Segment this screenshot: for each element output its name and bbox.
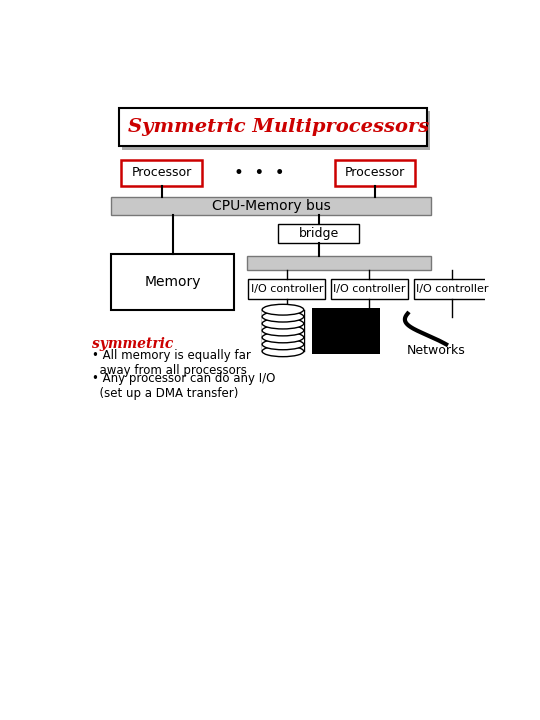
Ellipse shape [262,339,303,350]
Text: Memory: Memory [145,275,201,289]
Text: • All memory is equally far
  away from all processors: • All memory is equally far away from al… [92,349,251,377]
Text: Processor: Processor [132,166,192,179]
Bar [121,160,202,186]
Bar [262,344,303,351]
Text: Processor: Processor [345,166,405,179]
Bar [247,256,431,270]
Text: • Any processor can do any I/O
  (set up a DMA transfer): • Any processor can do any I/O (set up a… [92,372,275,400]
Bar [262,310,303,317]
Bar [111,197,431,215]
Bar [262,330,303,338]
Text: Networks: Networks [407,344,465,357]
Text: symmetric: symmetric [92,337,173,351]
Bar [262,338,303,344]
Bar [278,224,359,243]
Ellipse shape [262,305,303,315]
Bar [262,323,303,330]
Ellipse shape [262,325,303,336]
Bar [262,317,303,323]
Text: •  •  •: • • • [234,163,285,181]
Bar [111,254,234,310]
Bar [330,279,408,299]
Bar [312,308,380,354]
Bar [122,111,430,150]
Ellipse shape [262,318,303,329]
Bar [334,160,415,186]
Bar [414,279,491,299]
Text: I/O controller: I/O controller [333,284,406,294]
Text: bridge: bridge [299,227,339,240]
Ellipse shape [262,346,303,356]
Text: I/O controller: I/O controller [251,284,323,294]
Text: I/O controller: I/O controller [416,284,489,294]
Text: Symmetric Multiprocessors: Symmetric Multiprocessors [128,118,429,136]
Ellipse shape [262,332,303,343]
Bar [248,279,325,299]
Text: CPU-Memory bus: CPU-Memory bus [212,199,330,212]
Ellipse shape [262,311,303,322]
Bar [119,108,427,146]
